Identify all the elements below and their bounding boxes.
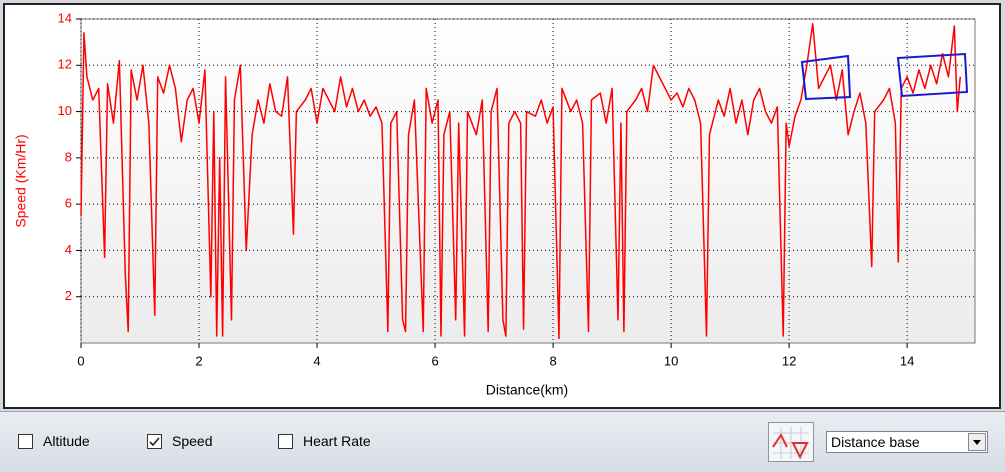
x-tick-label: 6: [431, 353, 438, 368]
checkbox-label: Altitude: [43, 433, 90, 449]
base-dropdown[interactable]: Distance base: [826, 431, 988, 453]
checkbox[interactable]: Speed: [147, 432, 212, 450]
checkbox-label: Speed: [172, 433, 213, 449]
dropdown-arrow[interactable]: [968, 433, 986, 451]
toolbar: Distance base Altitude Speed Heart Rate: [0, 411, 1005, 472]
x-axis-label: Distance(km): [486, 382, 568, 398]
checkbox[interactable]: Heart Rate: [278, 432, 371, 450]
checkmark: [149, 436, 160, 446]
checkbox[interactable]: Altitude: [18, 432, 90, 450]
dropdown-value: Distance base: [831, 434, 920, 450]
y-tick-label: 2: [65, 288, 72, 303]
x-tick-label: 4: [313, 353, 320, 368]
checkbox-box[interactable]: [147, 433, 162, 449]
chart-mode-button[interactable]: [768, 422, 814, 462]
y-tick-label: 10: [58, 103, 72, 118]
y-tick-label: 14: [58, 10, 72, 25]
chart: 2 4 6 8 10 12 14 0 2 4 6 8 10 12 14 Distance(km) Speed…: [3, 3, 1001, 409]
checkbox-box[interactable]: [18, 433, 33, 449]
x-tick-label: 14: [900, 353, 914, 368]
highlight-box: [800, 54, 852, 101]
highlight-box: [896, 52, 969, 98]
y-tick-label: 4: [65, 242, 72, 257]
x-tick-label: 8: [549, 353, 556, 368]
y-tick-label: 8: [65, 149, 72, 164]
x-tick-label: 0: [77, 353, 84, 368]
speed-line: [80, 22, 961, 340]
checkbox-label: Heart Rate: [303, 433, 371, 449]
annotations: [800, 52, 969, 101]
x-tick-label: 2: [195, 353, 202, 368]
checkbox-box[interactable]: [278, 433, 293, 449]
x-tick-label: 12: [782, 353, 796, 368]
y-tick-label: 6: [65, 196, 72, 211]
x-tick-label: 10: [664, 353, 678, 368]
chart-mode-icon: [772, 427, 809, 460]
y-axis-label: Speed (Km/Hr): [13, 134, 29, 227]
y-tick-label: 12: [58, 57, 72, 72]
